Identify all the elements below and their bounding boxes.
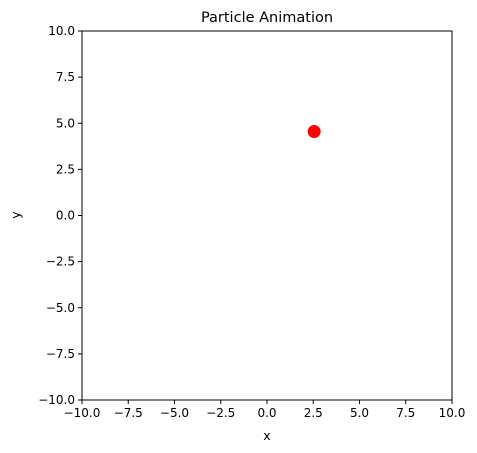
chart-title: Particle Animation: [201, 10, 333, 26]
y-axis-label: y: [8, 211, 23, 219]
x-axis-label: x: [263, 428, 270, 443]
x-tick-label: 2.5: [304, 406, 323, 420]
y-tick-label: 2.5: [56, 162, 75, 176]
x-tick-label: −5.0: [160, 406, 189, 420]
x-tick-label: −7.5: [114, 406, 143, 420]
x-tick-label: 10.0: [439, 406, 466, 420]
y-tick-label: 10.0: [48, 24, 75, 38]
x-tick-label: −2.5: [206, 406, 235, 420]
y-tick-label: 5.0: [56, 116, 75, 130]
x-tick-label: 0.0: [257, 406, 276, 420]
plot-area: [81, 30, 453, 401]
y-tick-label: −5.0: [46, 301, 75, 315]
x-tick-label: 5.0: [350, 406, 369, 420]
data-points: [307, 125, 321, 139]
y-tick-label: −2.5: [46, 255, 75, 269]
y-tick-label: −7.5: [46, 347, 75, 361]
y-tick-label: 0.0: [56, 209, 75, 223]
y-tick-label: −10.0: [38, 393, 75, 407]
x-tick-label: 7.5: [396, 406, 415, 420]
particle-point: [307, 125, 321, 139]
y-axis: 10.0 7.5 5.0 2.5 0.0 −2.5 −5.0 −7.5 −10.0: [38, 24, 82, 407]
x-tick-label: −10.0: [64, 406, 101, 420]
x-axis: −10.0 −7.5 −5.0 −2.5 0.0 2.5 5.0 7.5 10.0: [64, 400, 466, 420]
y-tick-label: 7.5: [56, 70, 75, 84]
